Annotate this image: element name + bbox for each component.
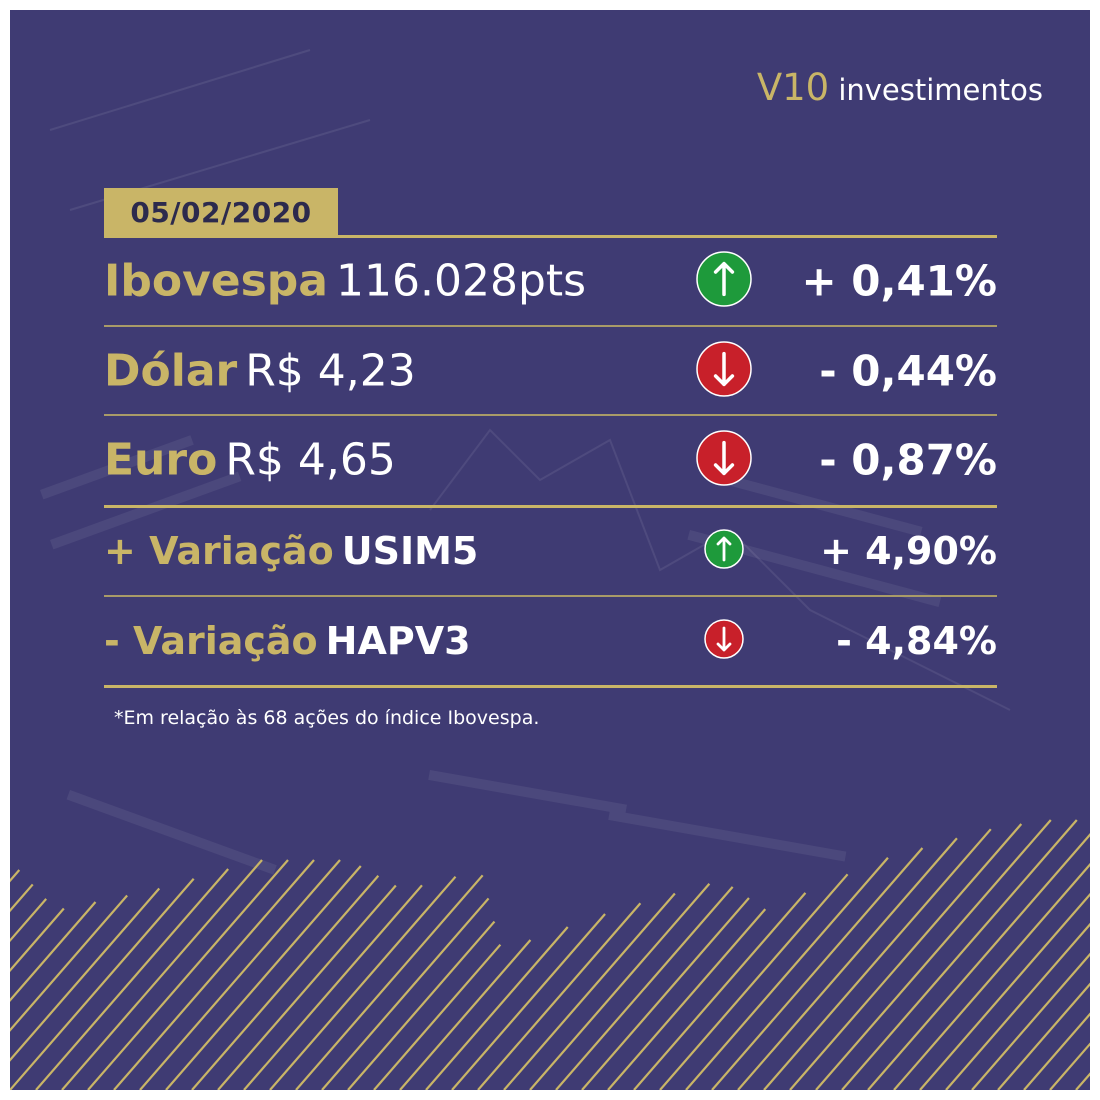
row-ibovespa: Ibovespa 116.028pts + 0,41% [104,237,997,325]
divider [104,505,997,508]
row-name: Ibovespa 116.028pts [104,256,586,307]
row-change: - 4,84% [836,619,997,663]
divider [104,685,997,688]
row-euro: Euro R$ 4,65 - 0,87% [104,416,997,504]
arrow-up-icon [696,251,752,311]
row-dolar: Dólar R$ 4,23 - 0,44% [104,327,997,415]
brand-logo: V10 investimentos [757,66,1043,109]
arrow-down-icon [704,619,744,663]
row-top-loser: - Variação HAPV3 - 4,84% [104,597,997,685]
row-name: Euro R$ 4,65 [104,435,396,486]
row-label: Euro [104,434,218,486]
row-label: - Variação [104,619,318,663]
row-label: + Variação [104,529,334,573]
background-texture [40,49,1011,875]
row-name: Dólar R$ 4,23 [104,346,416,397]
row-value: HAPV3 [325,619,471,663]
arrow-down-icon [696,430,752,490]
divider [104,595,997,597]
row-label: Ibovespa [104,255,328,307]
date-badge: 05/02/2020 [104,188,338,236]
row-change: + 0,41% [801,256,997,306]
row-value: R$ 4,65 [225,434,396,486]
card: V10 investimentos 05/02/2020 Ibovespa 116… [10,10,1090,1090]
row-value: USIM5 [341,529,479,573]
arrow-up-icon [704,529,744,573]
row-change: - 0,87% [819,435,997,485]
row-name: + Variação USIM5 [104,529,478,573]
brand-suffix: investimentos [838,73,1043,107]
brand-name: V10 [756,66,830,109]
row-value: R$ 4,23 [245,345,416,397]
divider [104,414,997,416]
arrow-down-icon [696,341,752,401]
row-label: Dólar [104,345,238,397]
divider [104,235,997,238]
row-change: + 4,90% [820,529,997,573]
row-top-gainer: + Variação USIM5 + 4,90% [104,507,997,595]
row-value: 116.028pts [336,255,587,307]
row-name: - Variação HAPV3 [104,619,471,663]
divider [104,325,997,327]
decorative-stripes [10,819,1090,1090]
row-change: - 0,44% [819,346,997,396]
footnote: *Em relação às 68 ações do índice Iboves… [114,707,540,729]
